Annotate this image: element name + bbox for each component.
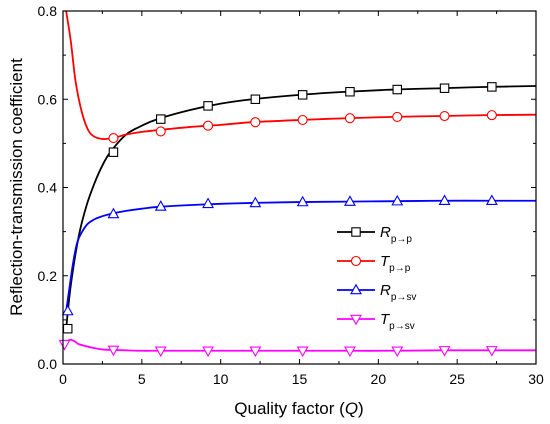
data-point-2-6 xyxy=(344,113,356,124)
x-tick-label: 25 xyxy=(449,371,465,387)
data-point-1-10 xyxy=(487,82,497,92)
data-point-2-1 xyxy=(108,133,119,144)
data-point-4-9 xyxy=(438,346,451,357)
data-point-4-1 xyxy=(58,339,71,351)
data-point-4-2 xyxy=(107,345,120,357)
data-point-4-10 xyxy=(485,346,498,357)
series-line-2 xyxy=(65,11,536,140)
data-point-1-2 xyxy=(108,147,119,157)
data-point-3-10 xyxy=(485,194,498,205)
data-point-2-5 xyxy=(297,114,308,126)
legend-label-1: Rp→p xyxy=(380,224,412,245)
legend-label-main: R xyxy=(380,224,391,241)
y-tick-label: 0.6 xyxy=(38,91,58,107)
data-point-2-7 xyxy=(392,111,403,122)
plot-frame xyxy=(62,10,537,365)
data-point-3-2 xyxy=(107,207,120,219)
data-point-2-3 xyxy=(203,120,214,131)
series-line-3 xyxy=(65,199,536,312)
data-point-3-8 xyxy=(391,194,404,206)
series-line-4 xyxy=(63,338,536,352)
data-point-3-4 xyxy=(202,197,214,209)
data-point-3-1 xyxy=(61,304,74,316)
data-point-3-7 xyxy=(344,195,356,206)
legend-marker-1 xyxy=(351,227,361,237)
series-layer xyxy=(63,11,536,352)
x-tick-label: 30 xyxy=(528,371,544,387)
data-point-1-1 xyxy=(62,323,73,334)
data-point-3-5 xyxy=(249,196,262,208)
x-tick-label: 0 xyxy=(59,371,67,387)
data-point-4-4 xyxy=(202,346,214,358)
y-tick-label: 0.8 xyxy=(38,3,58,19)
data-point-2-2 xyxy=(155,126,166,137)
legend-label-sub: p→sv xyxy=(389,321,415,332)
data-point-3-9 xyxy=(438,194,451,205)
data-point-3-3 xyxy=(154,200,167,211)
x-axis-label: Quality factor (Q) xyxy=(234,399,363,418)
data-point-1-3 xyxy=(156,114,166,124)
data-point-2-9 xyxy=(486,110,497,121)
x-axis-label-symbol: Q xyxy=(345,399,358,418)
y-tick-label: 0.4 xyxy=(38,180,58,196)
marker-layer xyxy=(58,82,498,358)
y-tick-label: 0.2 xyxy=(38,268,58,284)
data-point-2-4 xyxy=(250,117,261,128)
legend-label-3: Rp→sv xyxy=(380,282,416,303)
legend-label-main: T xyxy=(380,311,391,328)
legend-label-main: T xyxy=(380,253,391,270)
legend-label-sub: p→sv xyxy=(391,292,417,303)
data-point-3-6 xyxy=(296,195,309,207)
y-tick-label: 0.0 xyxy=(38,356,58,372)
legend-label-main: R xyxy=(380,282,391,299)
data-point-4-6 xyxy=(296,346,309,358)
y-axis-label: Reflection-transmission coefficient xyxy=(7,58,26,316)
legend-label-4: Tp→sv xyxy=(380,311,415,332)
data-point-4-5 xyxy=(249,346,262,358)
x-axis-label-text: Quality factor xyxy=(234,399,334,418)
data-point-1-4 xyxy=(203,101,213,111)
data-point-1-7 xyxy=(345,86,355,97)
tick-layer: 0 5 10 15 20 25 30 0.0 0.2 0.4 0.6 0.8 xyxy=(38,3,544,387)
legend-label-2: Tp→p xyxy=(380,253,411,274)
legend-label-sub: p→p xyxy=(391,234,413,245)
legend-marker-3 xyxy=(350,283,362,295)
data-point-1-9 xyxy=(439,83,450,93)
x-tick-label: 5 xyxy=(138,371,146,387)
data-point-1-6 xyxy=(297,90,308,100)
data-point-1-8 xyxy=(392,84,403,95)
data-point-2-8 xyxy=(439,110,450,122)
legend-marker-4 xyxy=(350,314,362,326)
data-point-1-5 xyxy=(250,94,261,105)
x-tick-label: 15 xyxy=(292,371,308,387)
data-point-4-8 xyxy=(391,346,404,358)
x-tick-label: 20 xyxy=(371,371,387,387)
legend-marker-2 xyxy=(350,255,362,267)
legend-label-sub: p→p xyxy=(389,263,411,274)
data-point-4-7 xyxy=(344,346,356,358)
x-tick-label: 10 xyxy=(213,371,229,387)
data-point-4-3 xyxy=(154,346,167,358)
